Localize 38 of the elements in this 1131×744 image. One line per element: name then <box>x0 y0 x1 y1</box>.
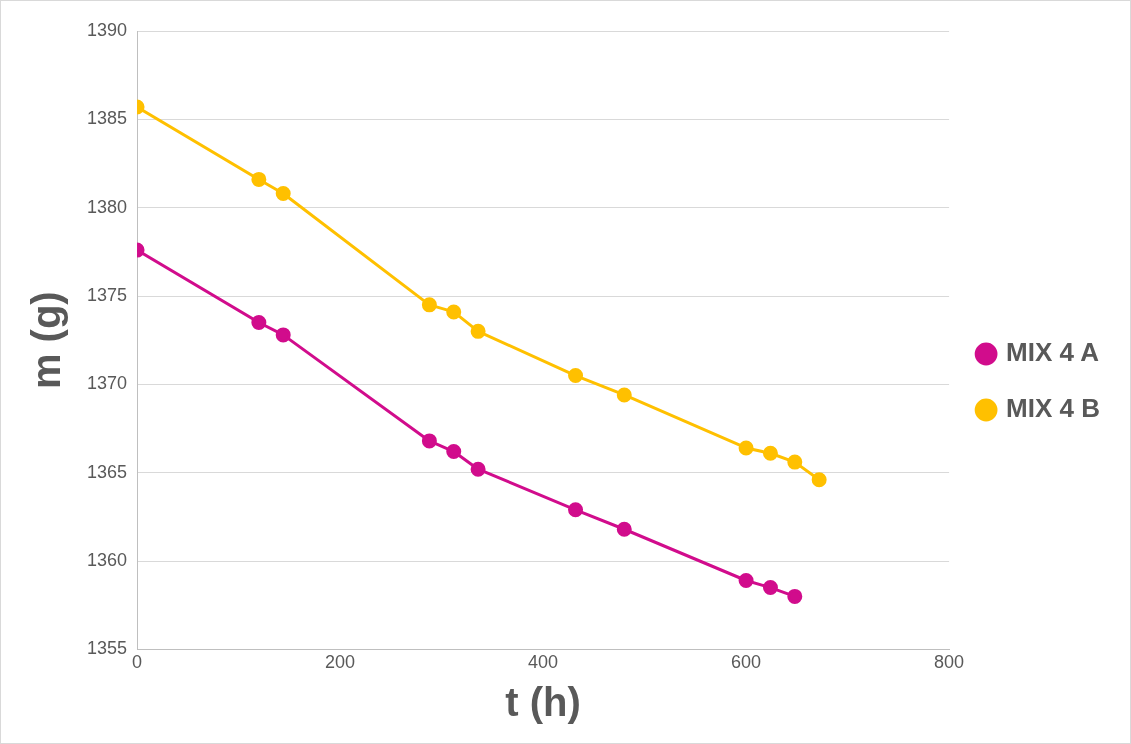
y-tick-label: 1365 <box>87 461 128 482</box>
point <box>446 304 462 320</box>
point <box>738 572 754 588</box>
point <box>787 454 803 470</box>
point <box>811 472 827 488</box>
y-tick-label: 1370 <box>87 373 128 394</box>
point <box>568 368 584 384</box>
legend-label: MIX 4 A <box>1006 337 1100 368</box>
point <box>616 387 632 403</box>
legend-label: MIX 4 B <box>1006 393 1101 424</box>
point <box>470 323 486 339</box>
x-axis-title: t (h) <box>505 680 581 725</box>
y-axis-title: m (g) <box>24 291 69 390</box>
x-tick-label: 600 <box>731 652 762 673</box>
x-tick-label: 400 <box>528 652 559 673</box>
x-tick-label: 0 <box>132 652 143 673</box>
point <box>762 580 778 596</box>
point <box>275 186 291 202</box>
y-tick-label: 1390 <box>87 19 128 40</box>
point <box>762 445 778 461</box>
y-tick-label: 1380 <box>87 196 128 217</box>
y-tick-label: 1360 <box>87 550 128 571</box>
point <box>421 297 437 313</box>
x-tick-label: 800 <box>934 652 965 673</box>
point <box>568 502 584 518</box>
point <box>251 171 267 187</box>
point <box>275 327 291 343</box>
y-tick-label: 1355 <box>87 638 128 659</box>
point <box>738 440 754 456</box>
point <box>616 521 632 537</box>
y-tick-label: 1385 <box>87 108 128 129</box>
point <box>421 433 437 449</box>
x-tick-label: 200 <box>325 652 356 673</box>
y-tick-label: 1375 <box>87 285 128 305</box>
point <box>470 461 486 477</box>
point <box>787 588 803 604</box>
point <box>251 315 267 331</box>
point <box>446 444 462 460</box>
